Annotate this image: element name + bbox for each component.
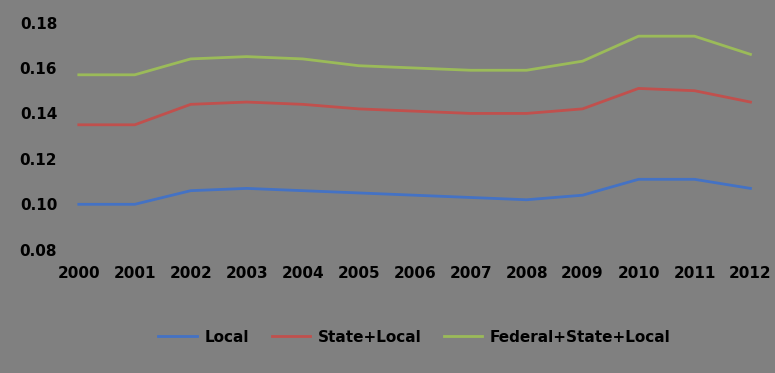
Federal+State+Local [298, 57, 308, 61]
Line: State+Local: State+Local [79, 88, 750, 125]
Line: Local: Local [79, 179, 750, 204]
Federal+State+Local [746, 52, 755, 57]
Federal+State+Local [74, 73, 84, 77]
State+Local [74, 123, 84, 127]
State+Local [466, 111, 475, 116]
Legend: Local, State+Local, Federal+State+Local: Local, State+Local, Federal+State+Local [153, 324, 677, 351]
State+Local [354, 107, 363, 111]
Federal+State+Local [410, 66, 419, 70]
State+Local [242, 100, 251, 104]
State+Local [522, 111, 531, 116]
Federal+State+Local [466, 68, 475, 72]
Federal+State+Local [522, 68, 531, 72]
Local [74, 202, 84, 207]
Local [634, 177, 643, 182]
Local [522, 198, 531, 202]
State+Local [578, 107, 587, 111]
Federal+State+Local [186, 57, 195, 61]
State+Local [186, 102, 195, 107]
Local [298, 188, 308, 193]
Local [466, 195, 475, 200]
Local [746, 186, 755, 191]
State+Local [746, 100, 755, 104]
Federal+State+Local [242, 54, 251, 59]
State+Local [634, 86, 643, 91]
Local [690, 177, 699, 182]
State+Local [690, 88, 699, 93]
Federal+State+Local [354, 63, 363, 68]
State+Local [298, 102, 308, 107]
Local [354, 191, 363, 195]
Federal+State+Local [634, 34, 643, 38]
Local [130, 202, 140, 207]
Federal+State+Local [130, 73, 140, 77]
Line: Federal+State+Local: Federal+State+Local [79, 36, 750, 75]
State+Local [130, 123, 140, 127]
Local [410, 193, 419, 197]
Federal+State+Local [578, 59, 587, 63]
Federal+State+Local [690, 34, 699, 38]
Local [242, 186, 251, 191]
State+Local [410, 109, 419, 113]
Local [578, 193, 587, 197]
Local [186, 188, 195, 193]
